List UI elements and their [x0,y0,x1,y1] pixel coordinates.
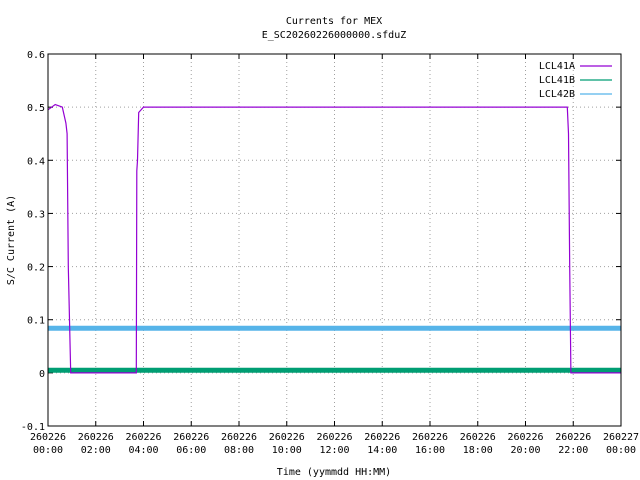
x-tick-date: 260226 [555,432,591,443]
legend-label: LCL41B [539,75,575,86]
y-tick-label: 0.6 [27,50,45,61]
x-tick-time: 00:00 [33,445,63,456]
y-tick-label: 0.2 [27,263,45,274]
y-axis-label: S/C Current (A) [6,195,17,285]
x-tick-time: 02:00 [81,445,111,456]
y-tick-label: -0.1 [21,422,45,433]
x-tick-date: 260226 [412,432,448,443]
x-tick-time: 00:00 [606,445,636,456]
series-layer [47,103,621,374]
x-tick-date: 260226 [269,432,305,443]
x-axis-label: Time (yymmdd HH:MM) [277,467,391,478]
x-tick-time: 10:00 [272,445,302,456]
x-tick-time: 14:00 [367,445,397,456]
x-tick-date: 260226 [78,432,114,443]
x-tick-date: 260226 [507,432,543,443]
x-tick-time: 16:00 [415,445,445,456]
y-tick-label: 0.5 [27,103,45,114]
x-tick-time: 04:00 [128,445,158,456]
x-tick-time: 22:00 [558,445,588,456]
x-tick-date: 260226 [125,432,161,443]
x-tick-date: 260226 [30,432,66,443]
x-tick-date: 260226 [460,432,496,443]
y-tick-label: 0.1 [27,316,45,327]
y-tick-label: 0 [39,369,45,380]
y-tick-label: 0.4 [27,156,45,167]
x-tick-time: 08:00 [224,445,254,456]
x-tick-time: 18:00 [463,445,493,456]
x-tick-time: 06:00 [176,445,206,456]
x-tick-date: 260226 [316,432,352,443]
chart-subtitle: E_SC20260226000000.sfduZ [262,30,407,41]
x-tick-time: 20:00 [510,445,540,456]
series-line-lcl41a [47,103,621,374]
chart-title: Currents for MEX [286,16,382,27]
x-tick-date: 260227 [603,432,639,443]
legend: LCL41A LCL41B LCL42B [539,61,612,100]
plot-frame [47,53,622,427]
legend-label: LCL41A [539,61,575,72]
y-tick-label: 0.3 [27,209,45,220]
x-tick-date: 260226 [364,432,400,443]
legend-label: LCL42B [539,89,575,100]
x-tick-date: 260226 [173,432,209,443]
x-tick-date: 260226 [221,432,257,443]
x-tick-labels: 260226 00:00 260226 02:00 260226 04:00 260226 0… [30,432,639,456]
y-tick-labels: -0.1 0 0.1 0.2 0.3 0.4 0.5 0.6 [21,50,45,433]
x-tick-time: 12:00 [319,445,349,456]
